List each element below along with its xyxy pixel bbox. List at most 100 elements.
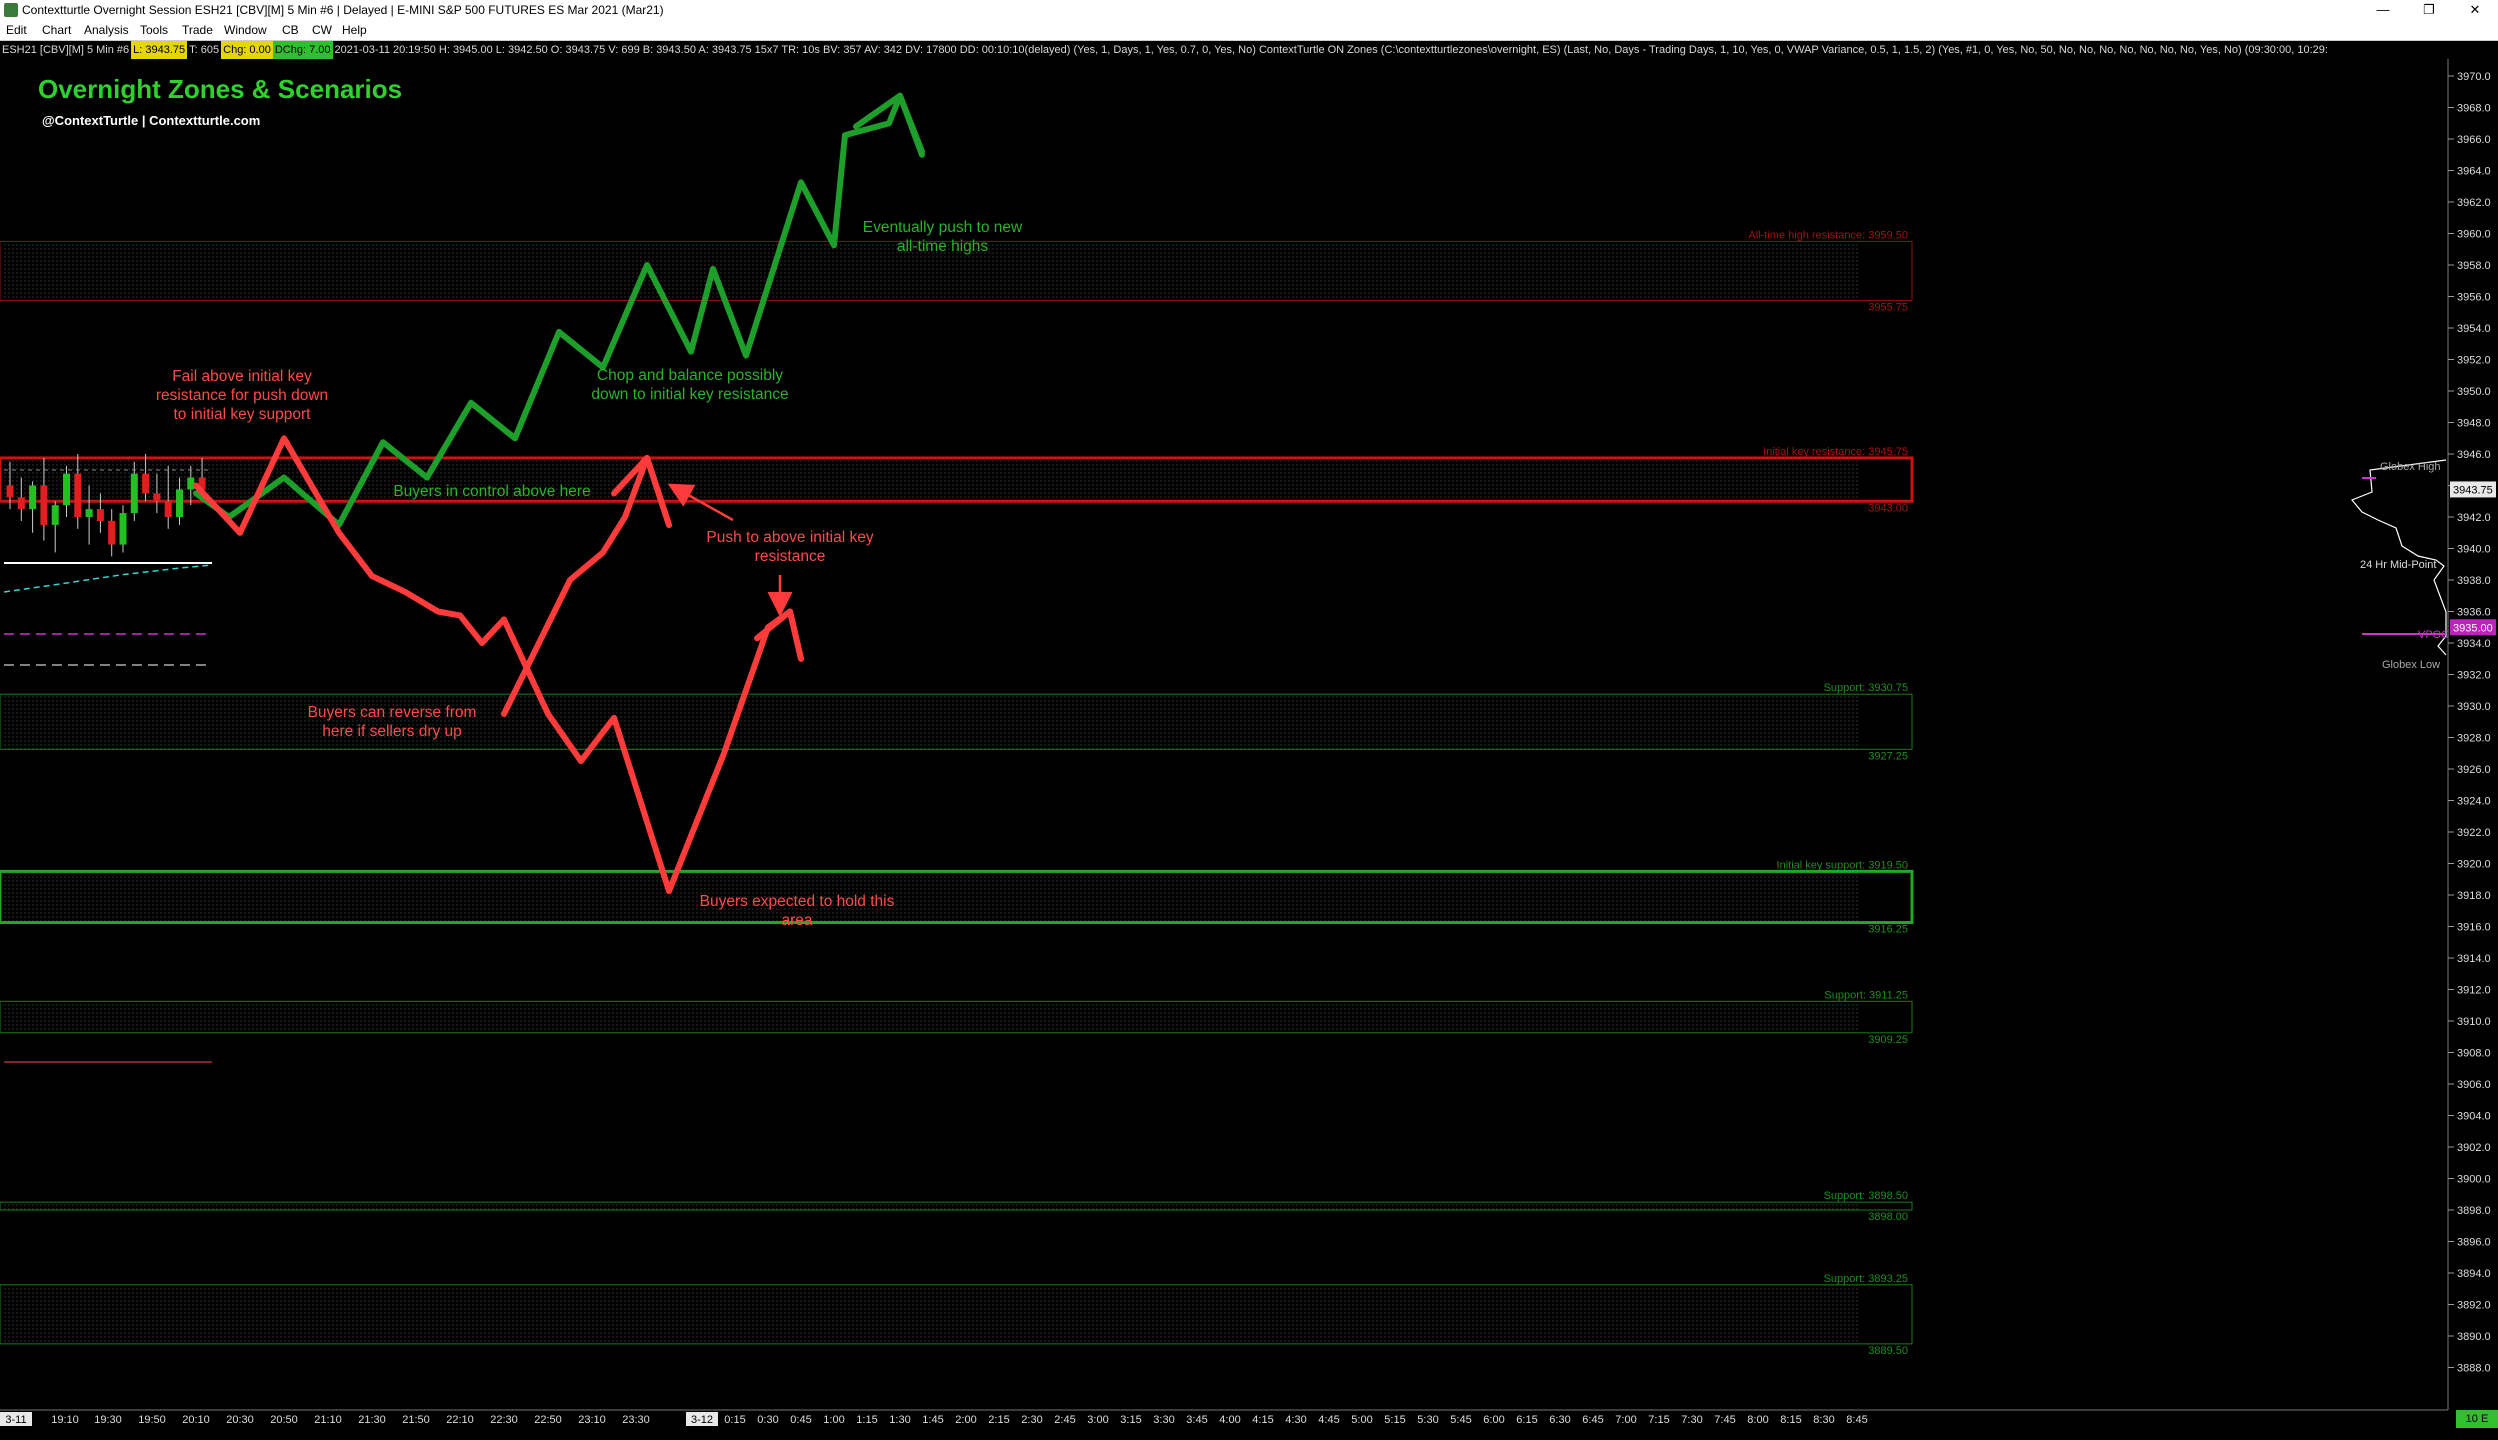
x-tick-label: 19:50 <box>138 1414 166 1426</box>
bearish-path <box>193 435 804 895</box>
x-date-badge <box>0 1412 32 1426</box>
candle-body <box>198 477 206 490</box>
menu-tools[interactable]: Tools <box>140 23 169 37</box>
x-tick-label: 22:50 <box>534 1414 562 1426</box>
y-tick-label: 3916.0 <box>2457 922 2491 934</box>
y-tick-label: 3948.0 <box>2457 418 2491 430</box>
x-tick-label: 19:30 <box>94 1414 122 1426</box>
x-tick-label: 20:30 <box>226 1414 254 1426</box>
close-button[interactable]: ✕ <box>2469 2 2481 17</box>
zone-fill-all-time-high-resistance <box>2 241 1860 301</box>
zone-label-bottom-initial-key-support: 3916.25 <box>1868 924 1908 936</box>
y-tick-label: 3952.0 <box>2457 355 2491 367</box>
zone-fill-support-3911 <box>2 1001 1860 1033</box>
x-tick-label: 7:15 <box>1648 1414 1669 1426</box>
candle-body <box>153 493 161 502</box>
y-tick-label: 3942.0 <box>2457 512 2491 524</box>
x-tick-label: 22:10 <box>446 1414 474 1426</box>
menu-help[interactable]: Help <box>342 23 367 37</box>
y-tick-label: 3890.0 <box>2457 1331 2491 1343</box>
zone-fill-support-3898 <box>2 1202 1860 1210</box>
x-tick-label: 1:00 <box>823 1414 844 1426</box>
x-tick-label: 1:30 <box>889 1414 910 1426</box>
info-ticks: T: 605 <box>189 44 220 56</box>
zone-initial-key-support <box>0 869 1914 925</box>
x-tick-label: 0:45 <box>790 1414 811 1426</box>
zone-label-bottom-all-time-high-resistance: 3955.75 <box>1868 301 1908 313</box>
x-tick-label: 20:10 <box>182 1414 210 1426</box>
profile-label-vpoc: VPOC <box>2418 629 2449 641</box>
x-tick-label: 8:15 <box>1780 1414 1801 1426</box>
x-tick-label: 1:45 <box>922 1414 943 1426</box>
x-tick-label: 0:15 <box>724 1414 745 1426</box>
x-tick-label: 3:45 <box>1186 1414 1207 1426</box>
annotation-buyers-reverse: Buyers can reverse from here if sellers … <box>307 704 477 740</box>
y-tick-label: 3932.0 <box>2457 670 2491 682</box>
y-tick-label: 3958.0 <box>2457 260 2491 272</box>
x-tick-label: 6:00 <box>1483 1414 1504 1426</box>
candle-body <box>142 473 150 494</box>
zone-label-top-initial-key-support: Initial key support: 3919.50 <box>1777 859 1908 871</box>
zone-label-bottom-support-3898: 3898.00 <box>1868 1211 1908 1223</box>
menu-window[interactable]: Window <box>224 23 267 37</box>
chart-brand-subtitle: @ContextTurtle | Contextturtle.com <box>42 113 261 128</box>
y-tick-label: 3940.0 <box>2457 544 2491 556</box>
candle-body <box>51 505 59 525</box>
candle-body <box>6 485 14 498</box>
menu-chart[interactable]: Chart <box>42 23 72 37</box>
y-tick-label: 3930.0 <box>2457 701 2491 713</box>
x-tick-label: 23:10 <box>578 1414 606 1426</box>
y-tick-label: 3968.0 <box>2457 103 2491 115</box>
zone-label-bottom-support-3893: 3889.50 <box>1868 1345 1908 1357</box>
y-tick-label: 3896.0 <box>2457 1237 2491 1249</box>
x-tick-label: 5:45 <box>1450 1414 1471 1426</box>
zone-label-top-support-3930: Support: 3930.75 <box>1824 682 1908 694</box>
candle-body <box>40 485 48 525</box>
zone-all-time-high-resistance <box>0 240 1913 301</box>
annotation-chop-balance: Chop and balance possibly down to initia… <box>591 367 789 403</box>
y-tick-label: 3918.0 <box>2457 890 2491 902</box>
candle-body <box>176 489 183 517</box>
y-tick-label: 3966.0 <box>2457 134 2491 146</box>
y-tick-label: 3906.0 <box>2457 1079 2491 1091</box>
vpoc-price-label: 3935.00 <box>2453 622 2493 634</box>
y-tick-label: 3938.0 <box>2457 575 2491 587</box>
x-tick-label: 6:45 <box>1582 1414 1603 1426</box>
zone-label-top-support-3893: Support: 3893.25 <box>1824 1273 1908 1285</box>
annotation-eventually-push: Eventually push to new all-time highs <box>862 219 1023 255</box>
corner-badge: 10 E <box>2456 1410 2498 1428</box>
x-tick-label: 2:00 <box>955 1414 976 1426</box>
x-tick-label: 4:15 <box>1252 1414 1273 1426</box>
menu-trade[interactable]: Trade <box>182 23 213 37</box>
x-tick-label: 19:10 <box>51 1414 79 1426</box>
zone-fill-initial-key-support <box>2 871 1860 923</box>
x-tick-label: 4:30 <box>1285 1414 1306 1426</box>
zone-label-bottom-support-3930: 3927.25 <box>1868 750 1908 762</box>
price-chart[interactable]: All-time high resistance: 3959.50 3955.75… <box>0 59 2498 1440</box>
y-tick-label: 3936.0 <box>2457 607 2491 619</box>
zone-support-3898 <box>0 1201 1913 1211</box>
info-chg: Chg: 0.00 <box>221 41 273 59</box>
x-tick-label: 0:30 <box>757 1414 778 1426</box>
zone-fill-initial-key-resistance <box>2 457 1860 502</box>
info-last: L: 3943.75 <box>131 41 188 59</box>
last-price-badge <box>2450 481 2496 498</box>
y-tick-label: 3908.0 <box>2457 1048 2491 1060</box>
info-symbol: ESH21 [CBV][M] 5 Min #6 <box>2 44 130 56</box>
restore-button[interactable]: ❐ <box>2423 2 2435 17</box>
y-tick-label: 3904.0 <box>2457 1111 2491 1123</box>
menu-cw[interactable]: CW <box>312 23 332 37</box>
candle-body <box>108 520 116 545</box>
x-tick-label: 3:30 <box>1153 1414 1174 1426</box>
menu-edit[interactable]: Edit <box>6 23 27 37</box>
info-details: 2021-03-11 20:19:50 H: 3945.00 L: 3942.5… <box>334 44 2328 56</box>
y-tick-label: 3902.0 <box>2457 1142 2491 1154</box>
x-tick-label: 7:00 <box>1615 1414 1636 1426</box>
y-tick-label: 3956.0 <box>2457 292 2491 304</box>
minimize-button[interactable]: — <box>2376 2 2390 17</box>
zone-label-bottom-initial-key-resistance: 3943.00 <box>1868 502 1908 514</box>
menu-analysis[interactable]: Analysis <box>84 23 129 37</box>
y-tick-label: 3898.0 <box>2457 1205 2491 1217</box>
x-tick-label: 23:30 <box>622 1414 650 1426</box>
menu-cb[interactable]: CB <box>282 23 299 37</box>
